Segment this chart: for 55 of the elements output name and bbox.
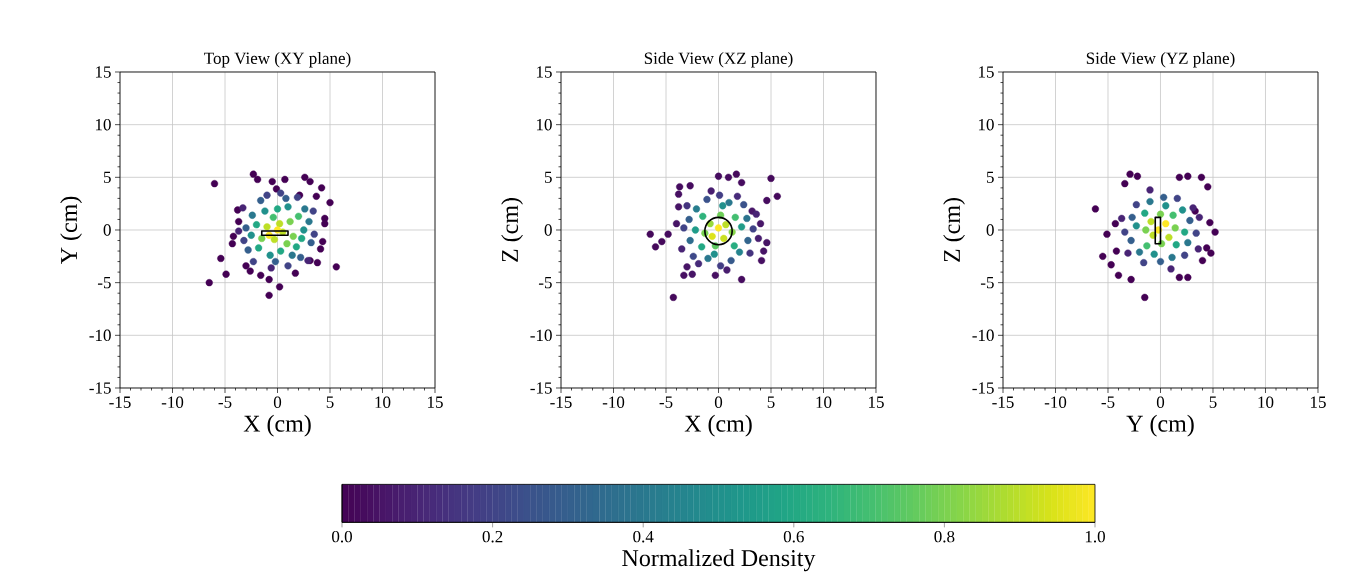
y-tick-label: -10: [530, 329, 552, 342]
color-bar-label: 0.4: [633, 530, 654, 543]
y-tick-label: -10: [89, 329, 111, 342]
x-axis-title: Y (cm): [1126, 414, 1194, 437]
x-tick-label: -5: [659, 396, 673, 408]
x-axis-title: X (cm): [243, 414, 311, 437]
y-tick-label: -15: [972, 382, 994, 394]
x-tick-label: 5: [326, 396, 334, 408]
y-tick-label: -5: [97, 277, 111, 289]
x-tick-label: -10: [602, 396, 625, 408]
y-tick-label: 5: [544, 171, 552, 183]
y-tick-label: -15: [530, 382, 552, 394]
x-tick-label: -10: [1044, 396, 1067, 408]
color-bar-label: 0.0: [332, 530, 352, 543]
x-axis-title: X (cm): [684, 414, 752, 437]
y-tick-label: 10: [536, 118, 552, 131]
chart-title: Top View (XY plane): [204, 52, 351, 68]
x-tick-label: 15: [1310, 396, 1326, 408]
x-tick-label: 10: [375, 396, 391, 408]
color-bar-label: 0.8: [934, 530, 955, 543]
y-tick-label: 15: [978, 66, 994, 78]
x-tick-label: 5: [767, 396, 775, 408]
color-bar-label: 0.6: [783, 530, 804, 543]
y-tick-label: 10: [95, 118, 111, 131]
x-tick-label: 0: [273, 396, 282, 408]
y-axis-title: Z (cm): [943, 198, 965, 262]
x-tick-label: 0: [714, 396, 723, 408]
color-bar-label: 0.2: [482, 530, 503, 543]
y-tick-label: -5: [538, 277, 552, 289]
x-tick-label: 15: [428, 396, 443, 408]
x-tick-label: 5: [1209, 396, 1217, 408]
y-tick-label: -5: [980, 277, 994, 289]
y-tick-label: 10: [978, 118, 994, 131]
y-tick-label: 0: [103, 224, 111, 236]
x-tick-label: 0: [1156, 396, 1165, 408]
x-tick-label: -5: [1101, 396, 1115, 408]
y-axis-title: Z (cm): [501, 198, 523, 262]
x-tick-label: 10: [1258, 396, 1274, 408]
x-tick-label: -5: [218, 396, 232, 408]
chart-title: Side View (XZ plane): [644, 52, 793, 68]
y-tick-label: 5: [986, 171, 994, 183]
y-tick-label: 0: [544, 224, 552, 236]
y-axis-title: Y (cm): [60, 196, 82, 265]
y-tick-label: 0: [986, 224, 994, 236]
x-tick-label: 15: [868, 396, 884, 408]
y-tick-label: 15: [536, 66, 552, 78]
x-tick-label: -10: [161, 396, 184, 408]
y-tick-label: 15: [95, 66, 111, 78]
chart-title: Side View (YZ plane): [1086, 52, 1235, 68]
color-bar-label: 1.0: [1085, 530, 1105, 543]
x-tick-label: 10: [816, 396, 832, 408]
y-tick-label: 5: [103, 171, 111, 183]
y-tick-label: -10: [972, 329, 994, 342]
color-bar-title: Normalized Density: [622, 549, 816, 572]
y-tick-label: -15: [89, 382, 111, 394]
